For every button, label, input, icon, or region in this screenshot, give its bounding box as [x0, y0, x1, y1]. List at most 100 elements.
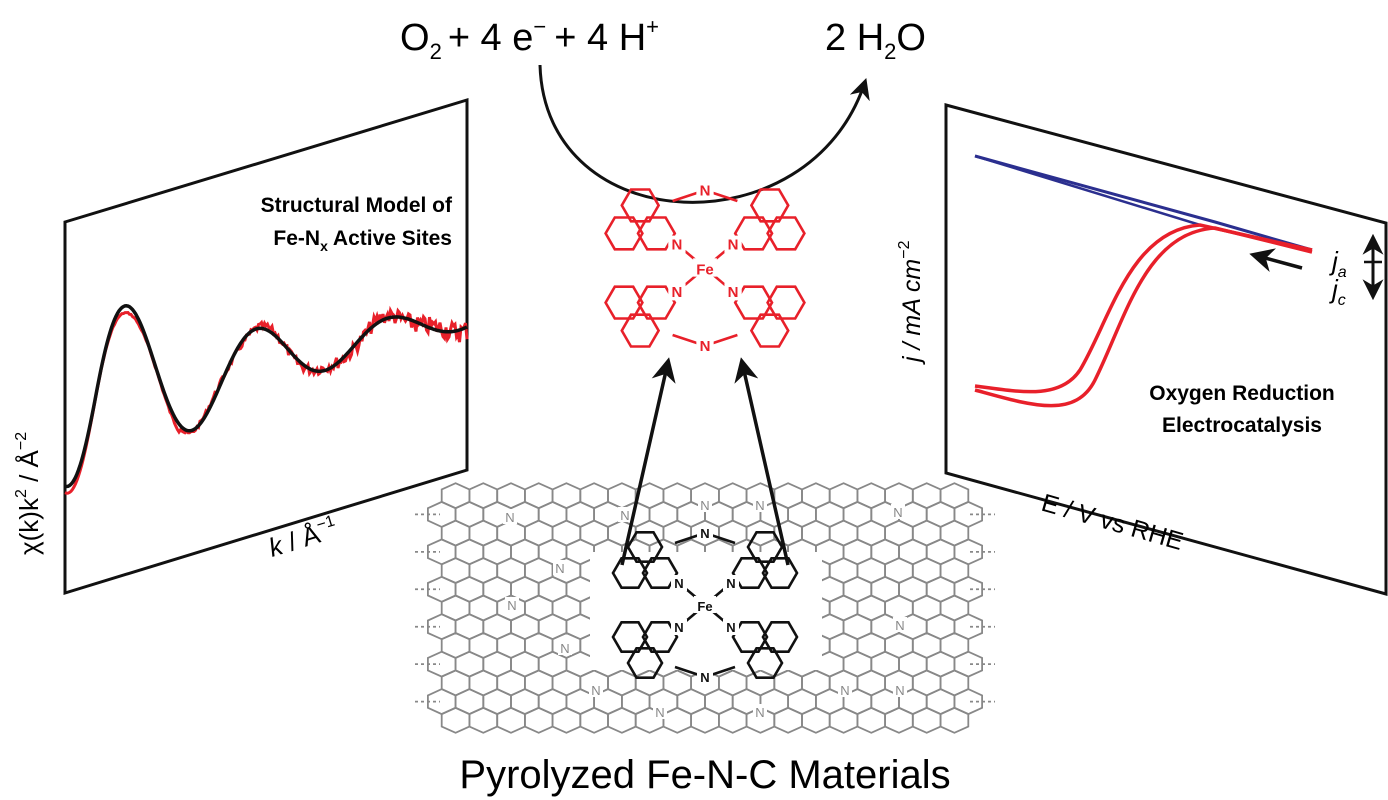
- fen4-active-site-molecule: N N N N N N Fe: [604, 181, 806, 355]
- graphene-n-atom: N: [893, 505, 902, 520]
- red-molecule-fe-mask: [693, 258, 717, 277]
- graphene-ring: [662, 706, 692, 734]
- graphene-ring: [690, 706, 720, 734]
- left-panel-title-line2: Fe-Nx Active Sites: [273, 227, 452, 254]
- graphene-n-mask: [753, 497, 767, 512]
- red-molecule-n-atom: N: [671, 284, 682, 301]
- graphene-n-atom: N: [840, 683, 849, 698]
- embedded-molecule-n-atom: N: [674, 620, 683, 635]
- site-arrow-right: [734, 357, 790, 566]
- graphene-n-mask: [891, 504, 905, 519]
- red-molecule-n-mask: [724, 235, 742, 253]
- red-molecule-ring: [749, 313, 790, 348]
- graphene-ring: [551, 706, 582, 734]
- exafs-fit-curve: [64, 304, 468, 489]
- graphene-n-atom: N: [505, 510, 514, 525]
- red-molecule-n-mask: [696, 337, 714, 355]
- red-molecule-n-mask: [668, 283, 686, 301]
- red-molecule-n-atom: N: [728, 237, 739, 254]
- embedded-molecule-ring: [731, 621, 769, 653]
- embedded-molecule-ring: [731, 557, 769, 589]
- graphene-n-mask: [653, 704, 667, 719]
- graphene-ring: [579, 706, 609, 734]
- embedded-molecule-n-mask: [671, 575, 687, 591]
- graphene-ring: [939, 706, 970, 734]
- graphene-n-atom: N: [700, 498, 709, 513]
- graphene-n-atom: N: [895, 618, 904, 633]
- embedded-molecule-n-atom: N: [726, 620, 735, 635]
- embedded-molecule-bonds: [611, 531, 799, 679]
- graphene-n-atom: N: [591, 683, 600, 698]
- graphene-ring: [856, 706, 886, 734]
- graphene-n-mask: [893, 682, 907, 697]
- red-molecule-n-atom: N: [728, 284, 739, 301]
- exafs-experimental-curve: [64, 305, 469, 495]
- graphene-ring: [801, 706, 831, 734]
- embedded-molecule-ring: [611, 621, 649, 653]
- red-molecule-ring: [733, 285, 774, 320]
- ja-label: ja: [1329, 246, 1347, 281]
- graphene-n-atom: N: [620, 508, 629, 523]
- red-molecule-ring: [733, 216, 774, 251]
- embedded-molecule-n-mask: [671, 619, 687, 635]
- reaction-product: 2 H2O: [825, 17, 926, 64]
- embedded-molecule-ring: [746, 531, 784, 563]
- embedded-molecule-n-atom: N: [674, 576, 683, 591]
- graphene-ring: [496, 706, 526, 734]
- red-molecule-n-atom: N: [700, 183, 711, 200]
- graphene-ring: [524, 706, 554, 734]
- right-panel-title-line1: Oxygen Reduction: [1149, 382, 1335, 405]
- embedded-molecule-n-mask: [723, 575, 739, 591]
- graphene-n-atom: N: [507, 598, 516, 613]
- graphene-ring: [773, 706, 803, 734]
- right-panel-title-line2: Electrocatalysis: [1162, 414, 1322, 437]
- scan-direction-arrow: [1249, 248, 1303, 272]
- embedded-molecule-ring: [761, 621, 799, 653]
- red-molecule-ring: [604, 216, 644, 251]
- reaction-equation: O2 + 4 e− + 4 H+ 2 H2O: [400, 14, 926, 204]
- embedded-molecule-ring: [611, 557, 649, 589]
- graphene-n-atom: N: [655, 705, 664, 720]
- embedded-molecule-ring: [746, 647, 784, 679]
- orr-polarization-curve-anodic: [974, 223, 1313, 394]
- red-molecule-ring: [620, 188, 661, 223]
- embedded-molecule-fe-atom: Fe: [697, 599, 712, 614]
- graphene-ring: [440, 706, 471, 734]
- materials-caption: Pyrolyzed Fe-N-C Materials: [459, 753, 950, 797]
- embedded-molecule-ring: [761, 557, 799, 589]
- red-molecule-ring: [620, 313, 661, 348]
- graphene-ring: [718, 706, 748, 734]
- embedded-molecule-ring: [626, 531, 664, 563]
- embedded-molecule-ring: [641, 557, 679, 589]
- embedded-molecule-n-atom: N: [700, 526, 709, 541]
- embedded-molecule-n-atom: N: [700, 670, 709, 685]
- site-arrow-left: [620, 357, 676, 566]
- red-molecule-n-mask: [668, 235, 686, 253]
- graphene-n-mask: [503, 509, 517, 524]
- left-panel-ylabel: χ(k)k2 / Å−2: [13, 432, 44, 555]
- red-molecule-ring: [604, 285, 644, 320]
- embedded-molecule-ring: [626, 647, 664, 679]
- red-molecule-n-mask: [696, 181, 714, 199]
- graphene-n-atom: N: [755, 705, 764, 720]
- red-molecule-fe-atom: Fe: [696, 261, 714, 278]
- embedded-molecule-ring: [641, 621, 679, 653]
- red-molecule-n-atom: N: [671, 237, 682, 254]
- red-molecule-n-atom: N: [700, 338, 711, 355]
- red-molecule-ring: [766, 285, 806, 320]
- embedded-molecule-n-mask: [723, 619, 739, 635]
- catalytic-cycle-arrow: [538, 64, 870, 204]
- left-panel-title-line1: Structural Model of: [261, 194, 453, 217]
- left-panel-xlabel: k / Å−1: [265, 513, 341, 563]
- graphene-n-atom: N: [560, 641, 569, 656]
- graphene-ring: [884, 706, 914, 734]
- left-panel-frame: [63, 97, 469, 596]
- graphene-n-atom: N: [755, 498, 764, 513]
- graphene-ring: [607, 706, 637, 734]
- orr-polarization-curve-cathodic: [974, 226, 1313, 408]
- red-molecule-ring: [636, 216, 677, 251]
- red-molecule-n-mask: [724, 283, 742, 301]
- red-molecule-ring: [636, 285, 677, 320]
